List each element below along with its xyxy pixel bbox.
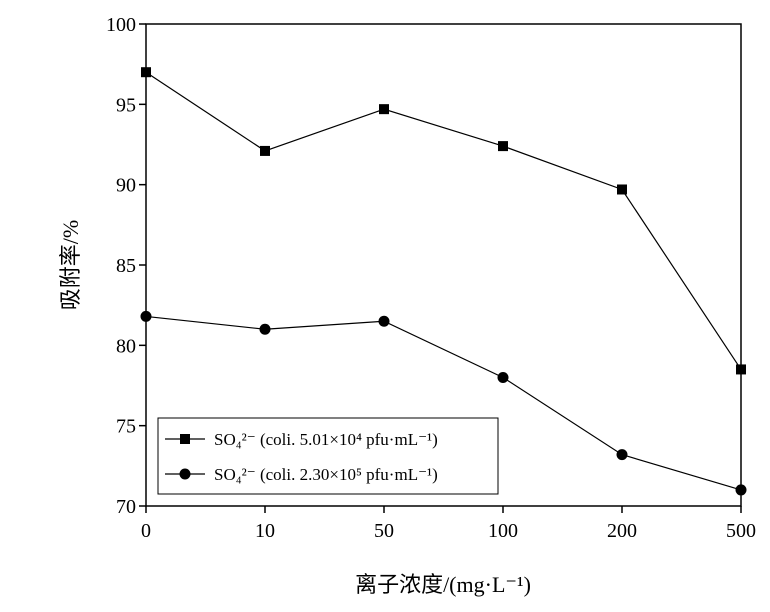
y-tick-label: 90 (116, 175, 136, 197)
y-tick-label: 75 (116, 416, 136, 438)
x-tick-label: 10 (255, 520, 275, 542)
data-point-square (260, 145, 270, 156)
series-line-1 (145, 71, 742, 370)
series-group (140, 67, 747, 496)
data-point-circle (259, 323, 271, 335)
y-tick-label: 100 (106, 14, 136, 36)
x-axis-title: 离子浓度/(mg·L⁻¹) (355, 572, 531, 597)
x-tick-label: 200 (607, 520, 637, 542)
data-point-square (617, 184, 627, 195)
data-point-circle (140, 310, 152, 322)
y-tick-label: 95 (116, 94, 136, 116)
legend-label-series-2: SO₄²⁻ (coli. 2.30×10⁵ pfu·mL⁻¹) (214, 465, 438, 484)
legend-box (157, 417, 499, 495)
x-tick-label: 500 (726, 520, 756, 542)
data-point-circle (616, 449, 628, 461)
data-point-square (498, 141, 508, 152)
data-point-circle (735, 484, 747, 496)
ticks: 70 75 80 85 90 95 100 0 10 50 100 200 500 (106, 14, 756, 542)
data-point-square (736, 364, 746, 375)
data-point-circle (497, 371, 509, 383)
y-tick-label: 85 (116, 255, 136, 277)
data-point-square (141, 67, 151, 78)
data-point-square (379, 104, 389, 115)
x-tick-label: 100 (488, 520, 518, 542)
legend: SO₄²⁻ (coli. 5.01×10⁴ pfu·mL⁻¹) SO₄²⁻ (c… (157, 417, 499, 495)
legend-marker-square (180, 434, 190, 444)
y-tick-label: 80 (116, 335, 136, 357)
x-tick-label: 0 (141, 520, 151, 542)
y-tick-label: 70 (116, 496, 136, 518)
legend-marker-circle (179, 468, 191, 480)
series-line-2 (145, 315, 742, 491)
data-point-circle (378, 315, 390, 327)
x-tick-label: 50 (374, 520, 394, 542)
y-axis-title: 吸附率/% (58, 220, 83, 310)
legend-label-series-1: SO₄²⁻ (coli. 5.01×10⁴ pfu·mL⁻¹) (214, 430, 438, 449)
